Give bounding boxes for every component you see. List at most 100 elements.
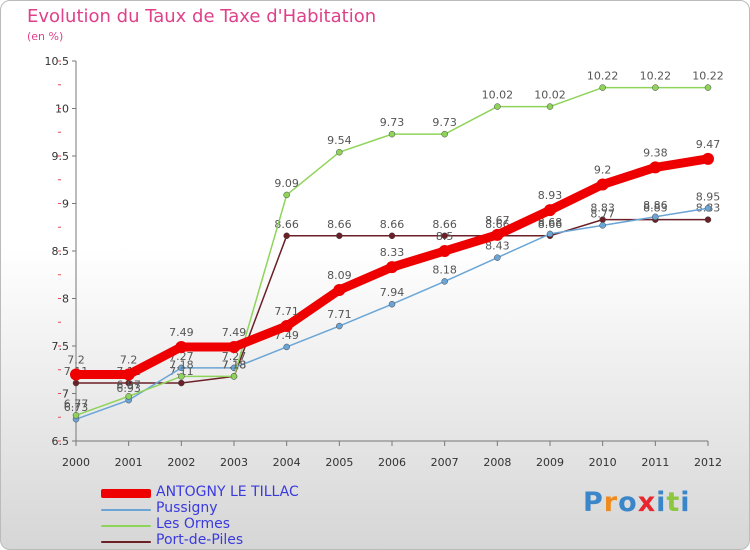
data-point — [652, 84, 659, 91]
legend-label: ANTOGNY LE TILLAC — [156, 484, 299, 500]
proxiti-logo: Proxiti — [583, 487, 691, 518]
data-point — [178, 379, 185, 387]
data-label: 10.22 — [692, 70, 724, 83]
data-point — [441, 232, 448, 240]
data-label: 9.47 — [696, 138, 721, 151]
logo-letter: i — [656, 487, 667, 518]
data-point — [702, 152, 714, 165]
legend-swatch — [101, 509, 151, 511]
y-tick-label: 7 — [62, 388, 69, 401]
legend-label: Pussigny — [156, 500, 218, 516]
data-label: 8.33 — [380, 246, 405, 259]
x-tick-label: 2007 — [431, 456, 459, 469]
data-label: 7.18 — [169, 358, 194, 371]
data-point — [283, 232, 290, 240]
data-label: 9.38 — [643, 146, 668, 159]
data-label: 7.49 — [222, 326, 247, 339]
data-label: 9.54 — [327, 134, 352, 147]
data-point — [72, 412, 80, 419]
x-tick-label: 2000 — [62, 456, 90, 469]
data-point — [441, 278, 448, 285]
x-tick-label: 2010 — [589, 456, 617, 469]
x-tick-label: 2011 — [641, 456, 669, 469]
data-label: 9.73 — [432, 116, 457, 129]
data-label: 8.5 — [436, 230, 454, 243]
data-point — [596, 178, 609, 191]
data-label: 9.73 — [380, 116, 405, 129]
data-label: 8.43 — [485, 240, 510, 253]
data-label: 9.09 — [274, 177, 299, 190]
data-point — [599, 84, 606, 91]
data-point — [72, 379, 80, 387]
data-point — [175, 340, 188, 353]
x-tick-label: 2001 — [115, 456, 143, 469]
data-label: 6.77 — [64, 397, 89, 410]
data-label: 6.93 — [116, 382, 141, 395]
data-point — [283, 343, 290, 351]
data-point — [704, 84, 712, 91]
data-point — [230, 373, 238, 380]
data-point — [333, 283, 346, 296]
data-point — [283, 191, 290, 199]
logo-letter: o — [618, 487, 638, 518]
data-point — [122, 368, 135, 381]
data-point — [649, 161, 662, 174]
data-point — [704, 205, 712, 212]
data-label: 8.93 — [538, 189, 563, 202]
data-label: 9.2 — [594, 164, 612, 177]
data-point — [228, 340, 240, 353]
x-tick-label: 2009 — [536, 456, 564, 469]
data-point — [336, 232, 343, 240]
data-point — [386, 261, 398, 274]
data-point — [388, 300, 396, 308]
data-label: 8.18 — [432, 263, 457, 276]
data-label: 8.68 — [538, 216, 563, 229]
data-label: 6.97 — [116, 378, 141, 391]
data-point — [178, 373, 185, 380]
legend-label: Port-de-Piles — [156, 532, 244, 548]
legend-swatch — [101, 525, 151, 527]
data-point — [546, 230, 554, 238]
logo-letter: r — [603, 487, 619, 518]
logo-letter: i — [680, 487, 691, 518]
data-label: 8.66 — [327, 218, 352, 231]
x-tick-label: 2005 — [325, 456, 353, 469]
data-point — [544, 204, 556, 217]
data-label: 7.2 — [67, 354, 85, 367]
logo-letter: P — [583, 487, 604, 518]
data-point — [438, 245, 451, 257]
data-label: 10.22 — [587, 70, 619, 83]
x-tick-label: 2004 — [273, 456, 301, 469]
y-tick-label: 10 — [55, 103, 69, 116]
data-label: 8.86 — [643, 199, 668, 212]
logo-letter: x — [637, 487, 657, 518]
y-tick-label: 9 — [62, 198, 69, 211]
logo-letter: t — [666, 487, 681, 518]
data-point — [336, 322, 343, 330]
data-point — [441, 130, 448, 138]
data-point — [704, 216, 712, 223]
series-line — [75, 207, 709, 420]
data-point — [388, 232, 396, 240]
data-label: 7.94 — [380, 286, 405, 299]
data-label: 6.73 — [64, 401, 89, 414]
y-tick-label: 8 — [62, 293, 69, 306]
data-label: 10.02 — [534, 89, 566, 102]
data-label: 10.22 — [640, 70, 672, 83]
data-label: 8.66 — [432, 218, 457, 231]
data-label: 8.83 — [590, 202, 615, 215]
data-label: 8.66 — [380, 218, 405, 231]
x-tick-label: 2008 — [483, 456, 511, 469]
data-label: 7.18 — [222, 358, 247, 371]
legend-label: Les Ormes — [156, 516, 230, 532]
data-point — [178, 364, 185, 372]
data-point — [494, 254, 501, 261]
x-tick-label: 2002 — [167, 456, 195, 469]
chart-unit: (en %) — [27, 30, 64, 43]
data-point — [494, 103, 501, 110]
data-point — [70, 368, 82, 381]
data-point — [652, 213, 659, 221]
x-tick-label: 2006 — [378, 456, 406, 469]
x-tick-label: 2012 — [694, 456, 722, 469]
